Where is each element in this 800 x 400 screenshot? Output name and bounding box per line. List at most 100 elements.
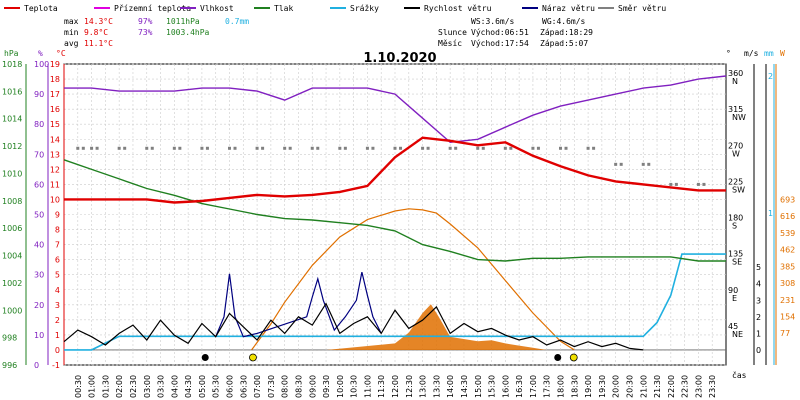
wind-dir-mark — [564, 146, 568, 150]
x-tick-label: 21:30 — [653, 375, 662, 398]
x-tick-label: 12:30 — [405, 375, 414, 398]
wind-dir-mark — [641, 162, 645, 166]
temp-tick-label: -1 — [52, 361, 60, 370]
wind-dir-mark — [586, 146, 590, 150]
wind-dir-mark — [310, 146, 314, 150]
temp-tick-label: 9 — [55, 211, 60, 220]
wind-dir-mark — [393, 146, 397, 150]
unit-pct: % — [38, 49, 43, 58]
legend-label: Teplota — [24, 4, 58, 13]
humidity-line — [64, 75, 727, 144]
x-tick-label: 08:00 — [281, 375, 290, 398]
stats-min-hum: 73% — [138, 28, 153, 37]
wind-dir-mark — [559, 146, 562, 150]
wind-dir-mark — [426, 146, 430, 150]
pressure-tick-label: 1012 — [2, 142, 22, 151]
humidity-tick-label: 100 — [34, 60, 49, 69]
x-tick-label: 23:30 — [708, 375, 717, 398]
wind-dir-mark — [674, 182, 678, 186]
wind-speed-tick-label: 0 — [756, 346, 761, 355]
radiation-tick-label: 231 — [780, 296, 795, 305]
moon-rise: Východ:17:54 — [471, 39, 529, 48]
temp-tick-label: 13 — [50, 150, 60, 159]
wind-dir-mark — [233, 146, 237, 150]
stats-min-label: min — [64, 28, 79, 37]
wind-dir-compass-label: NE — [732, 330, 743, 339]
wind-dir-tick-label: 315 — [728, 105, 743, 114]
radiation-tick-label: 154 — [780, 313, 795, 322]
humidity-tick-label: 50 — [34, 211, 44, 220]
x-axis-ticks: 00:30 01:00 01:30 02:00 02:30 03:00 03:30 04:00… — [74, 375, 717, 398]
plot-area — [63, 75, 727, 362]
wind-dir-mark — [150, 146, 154, 150]
wind-dir-tick-label: 360 — [728, 69, 743, 78]
wind-dir-mark — [536, 146, 540, 150]
x-tick-label: 21:00 — [639, 375, 648, 398]
radiation-tick-label: 693 — [780, 195, 795, 204]
x-tick-label: 17:00 — [529, 375, 538, 398]
wind-dir-mark — [76, 146, 80, 150]
temp-tick-label: 3 — [55, 301, 60, 310]
wind-dir-mark — [421, 146, 425, 150]
x-tick-label: 00:30 — [74, 375, 83, 398]
rain-tick-label: 2 — [768, 72, 773, 81]
wind-dir-mark — [481, 146, 485, 150]
wind-dir-tick-label: 45 — [728, 322, 738, 331]
temp-tick-label: 10 — [50, 195, 60, 204]
wind-dir-mark — [145, 146, 149, 150]
wind-dir-mark — [454, 146, 458, 150]
stats-min-temp: 9.8°C — [84, 28, 108, 37]
x-tick-label: 03:00 — [143, 375, 152, 398]
wind-dir-mark — [509, 146, 513, 150]
legend-label: Směr větru — [618, 4, 666, 13]
wind-sun-info: WS:3.6m/s WG:4.6m/s Slunce Východ:06:51 … — [438, 17, 593, 48]
unit-w: W — [780, 49, 785, 58]
moonrise-marker — [554, 353, 562, 361]
humidity-tick-label: 80 — [34, 120, 44, 129]
wind-speed-tick-label: 3 — [756, 296, 761, 305]
sun-set: Západ:18:29 — [540, 28, 593, 37]
wind-dir-mark — [531, 146, 535, 150]
wind-speed-line — [63, 302, 644, 351]
humidity-tick-label: 40 — [34, 241, 44, 250]
temp-tick-label: 7 — [55, 241, 60, 250]
stats-max-pres: 1011hPa — [166, 17, 200, 26]
pressure-tick-label: 1000 — [2, 306, 22, 315]
temp-tick-label: 14 — [50, 135, 60, 144]
wind-dir-compass-label: S — [732, 222, 737, 231]
wind-wg: WG:4.6m/s — [542, 17, 586, 26]
rain-line — [64, 253, 726, 351]
x-tick-label: 14:30 — [460, 375, 469, 398]
humidity-tick-label: 90 — [34, 90, 44, 99]
x-tick-label: 22:30 — [681, 375, 690, 398]
humidity-tick-label: 0 — [34, 361, 39, 370]
wind-speed-tick-label: 4 — [756, 280, 761, 289]
unit-ms: m/s — [744, 49, 759, 58]
stats-block: max 14.3°C 97% 1011hPa 0.7mm min 9.8°C 7… — [64, 17, 249, 48]
stats-max-temp: 14.3°C — [84, 17, 113, 26]
sun-rise: Východ:06:51 — [471, 28, 529, 37]
wind-dir-mark — [669, 182, 673, 186]
x-tick-label: 05:30 — [212, 375, 221, 398]
humidity-tick-label: 10 — [34, 331, 44, 340]
legend-label: Rychlost větru — [424, 4, 492, 13]
wind-speed-tick-label: 2 — [756, 313, 761, 322]
pressure-tick-label: 1014 — [2, 115, 22, 124]
wind-dir-mark — [255, 146, 259, 150]
wind-dir-mark — [172, 146, 176, 150]
wind-speed-tick-label: 5 — [756, 263, 761, 272]
axes: 191817161514131211109876543210-110181016… — [2, 60, 795, 370]
sun-label: Slunce — [438, 28, 467, 37]
legend-label: Vlhkost — [200, 4, 234, 13]
wind-dir-mark — [338, 146, 342, 150]
temp-tick-label: 5 — [55, 271, 60, 280]
wind-dir-mark — [205, 146, 209, 150]
stats-max-hum: 97% — [138, 17, 153, 26]
x-tick-label: 01:00 — [88, 375, 97, 398]
temp-tick-label: 4 — [55, 286, 60, 295]
moon-set: Západ:5:07 — [540, 39, 588, 48]
x-axis-label: čas — [732, 370, 747, 380]
stats-min-pres: 1003.4hPa — [166, 28, 210, 37]
wind-dir-mark — [592, 146, 596, 150]
